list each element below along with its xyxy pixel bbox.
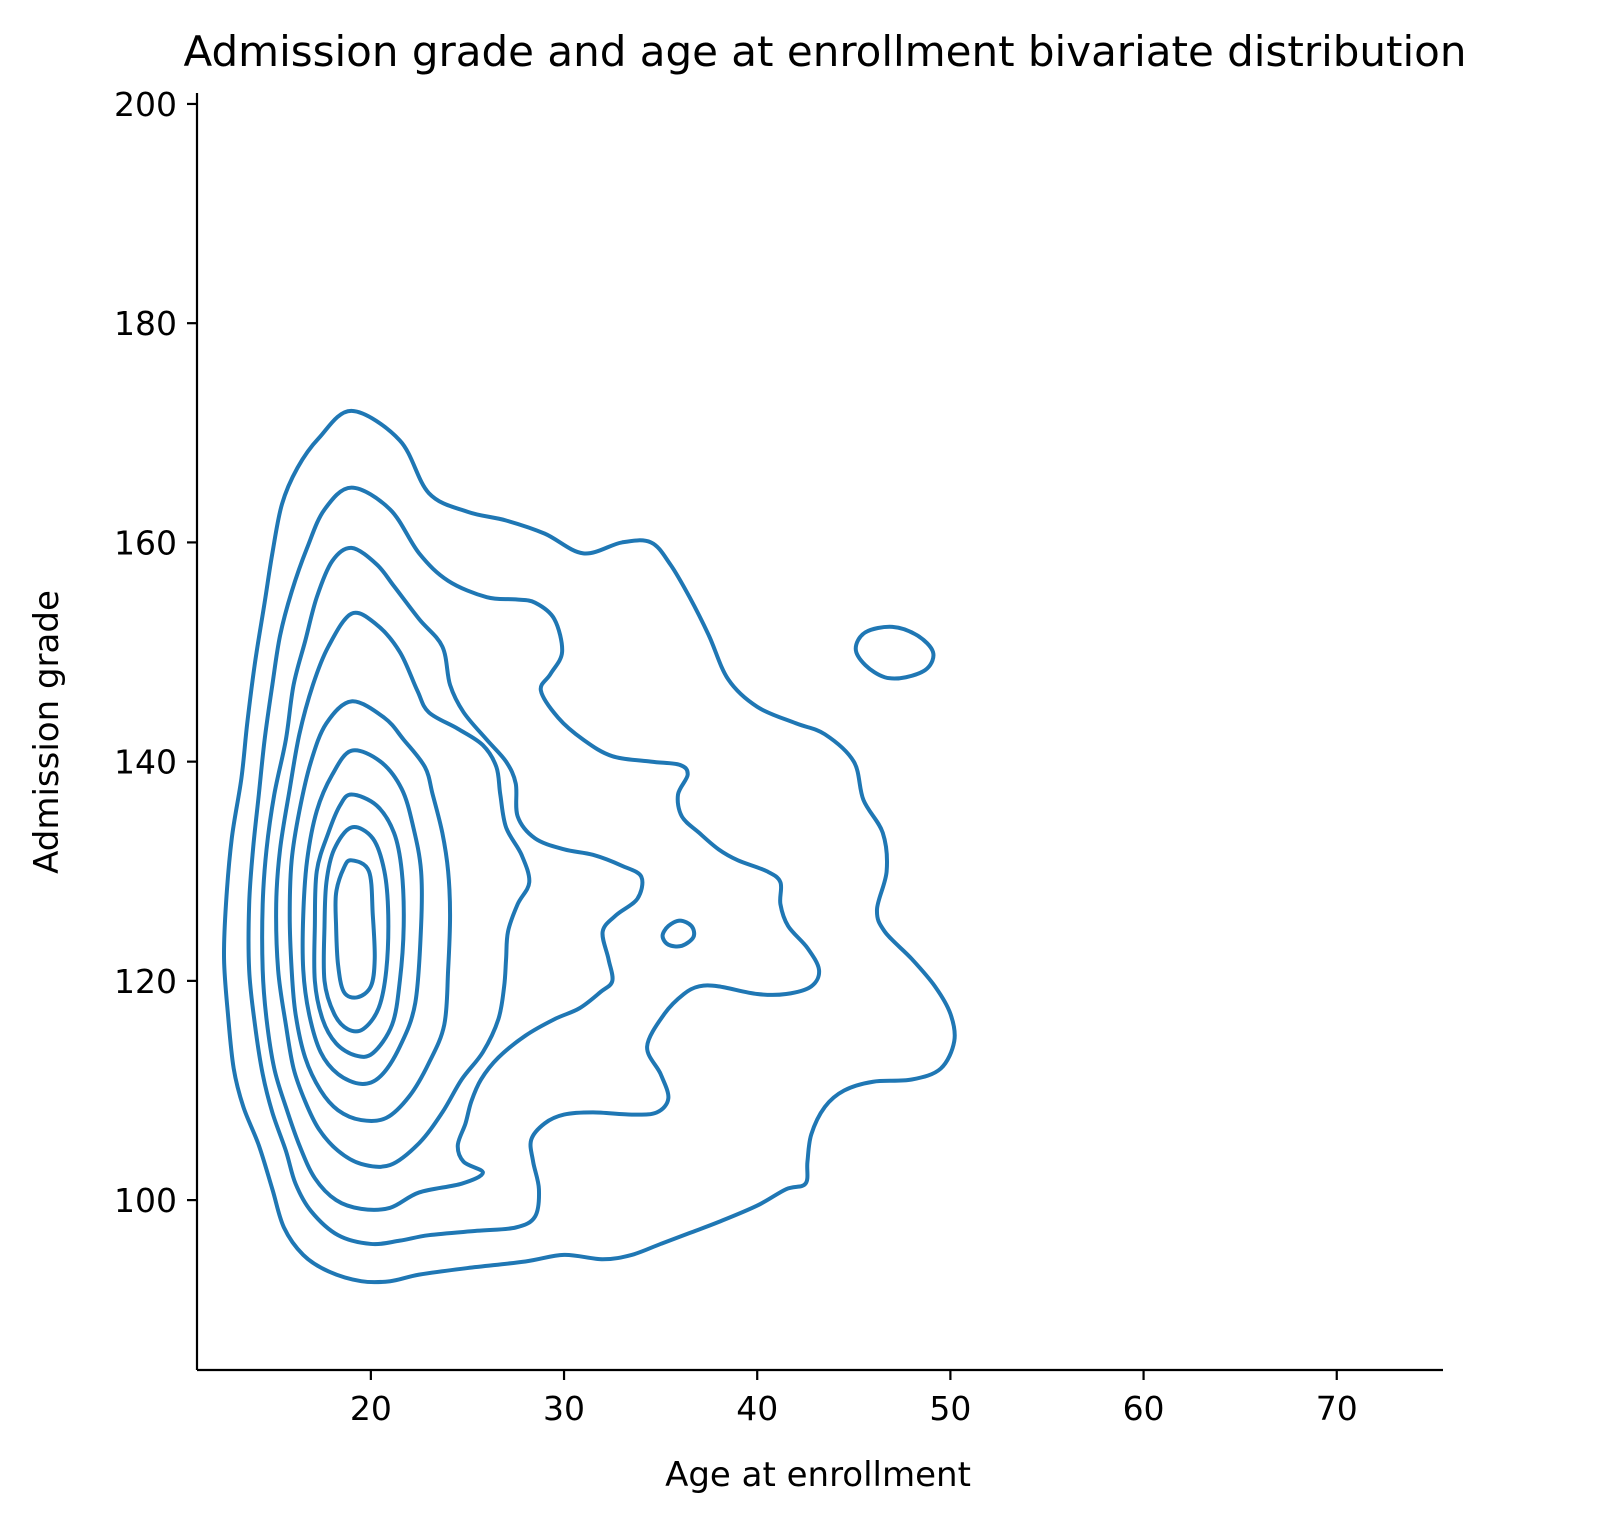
contour-line-2 [246,485,822,1247]
y-tick-label: 200 [114,85,177,124]
y-tick-label: 100 [114,1181,177,1220]
contour-line-3 [260,545,645,1212]
x-tick-label: 20 [350,1389,392,1428]
contour-line-11 [660,918,697,949]
contour-layer [221,408,957,1285]
x-tick-label: 40 [736,1389,778,1428]
x-tick-label: 70 [1316,1389,1358,1428]
x-axis-ticks: 20 30 40 50 60 70 [350,1370,1358,1428]
contour-line-4 [274,610,532,1169]
x-tick-label: 30 [543,1389,585,1428]
y-tick-label: 120 [114,962,177,1001]
y-axis-ticks: 100 120 140 160 180 200 [114,85,197,1220]
y-tick-label: 180 [114,304,177,343]
x-axis-label: Age at enrollment [665,1455,971,1495]
y-tick-label: 160 [114,523,177,562]
chart-title: Admission grade and age at enrollment bi… [184,27,1467,76]
contour-line-8 [321,825,391,1034]
contour-line-6 [300,748,424,1086]
x-tick-label: 60 [1123,1389,1165,1428]
contour-line-9 [333,858,377,1000]
y-tick-label: 140 [114,743,177,782]
y-axis-label: Admission grade [27,590,67,874]
contour-line-10 [853,624,936,681]
x-tick-label: 50 [929,1389,971,1428]
contour-line-1 [221,408,957,1285]
contour-line-5 [287,699,453,1124]
contour-line-7 [312,792,406,1059]
